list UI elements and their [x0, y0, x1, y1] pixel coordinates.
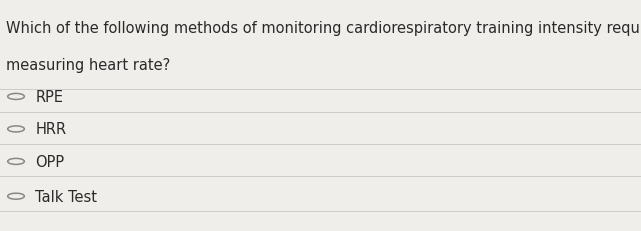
Text: Talk Test: Talk Test	[35, 189, 97, 204]
Text: HRR: HRR	[35, 122, 67, 137]
Text: measuring heart rate?: measuring heart rate?	[6, 58, 171, 73]
Text: RPE: RPE	[35, 90, 63, 104]
Text: Which of the following methods of monitoring cardiorespiratory training intensit: Which of the following methods of monito…	[6, 21, 641, 36]
Text: OPP: OPP	[35, 154, 64, 169]
